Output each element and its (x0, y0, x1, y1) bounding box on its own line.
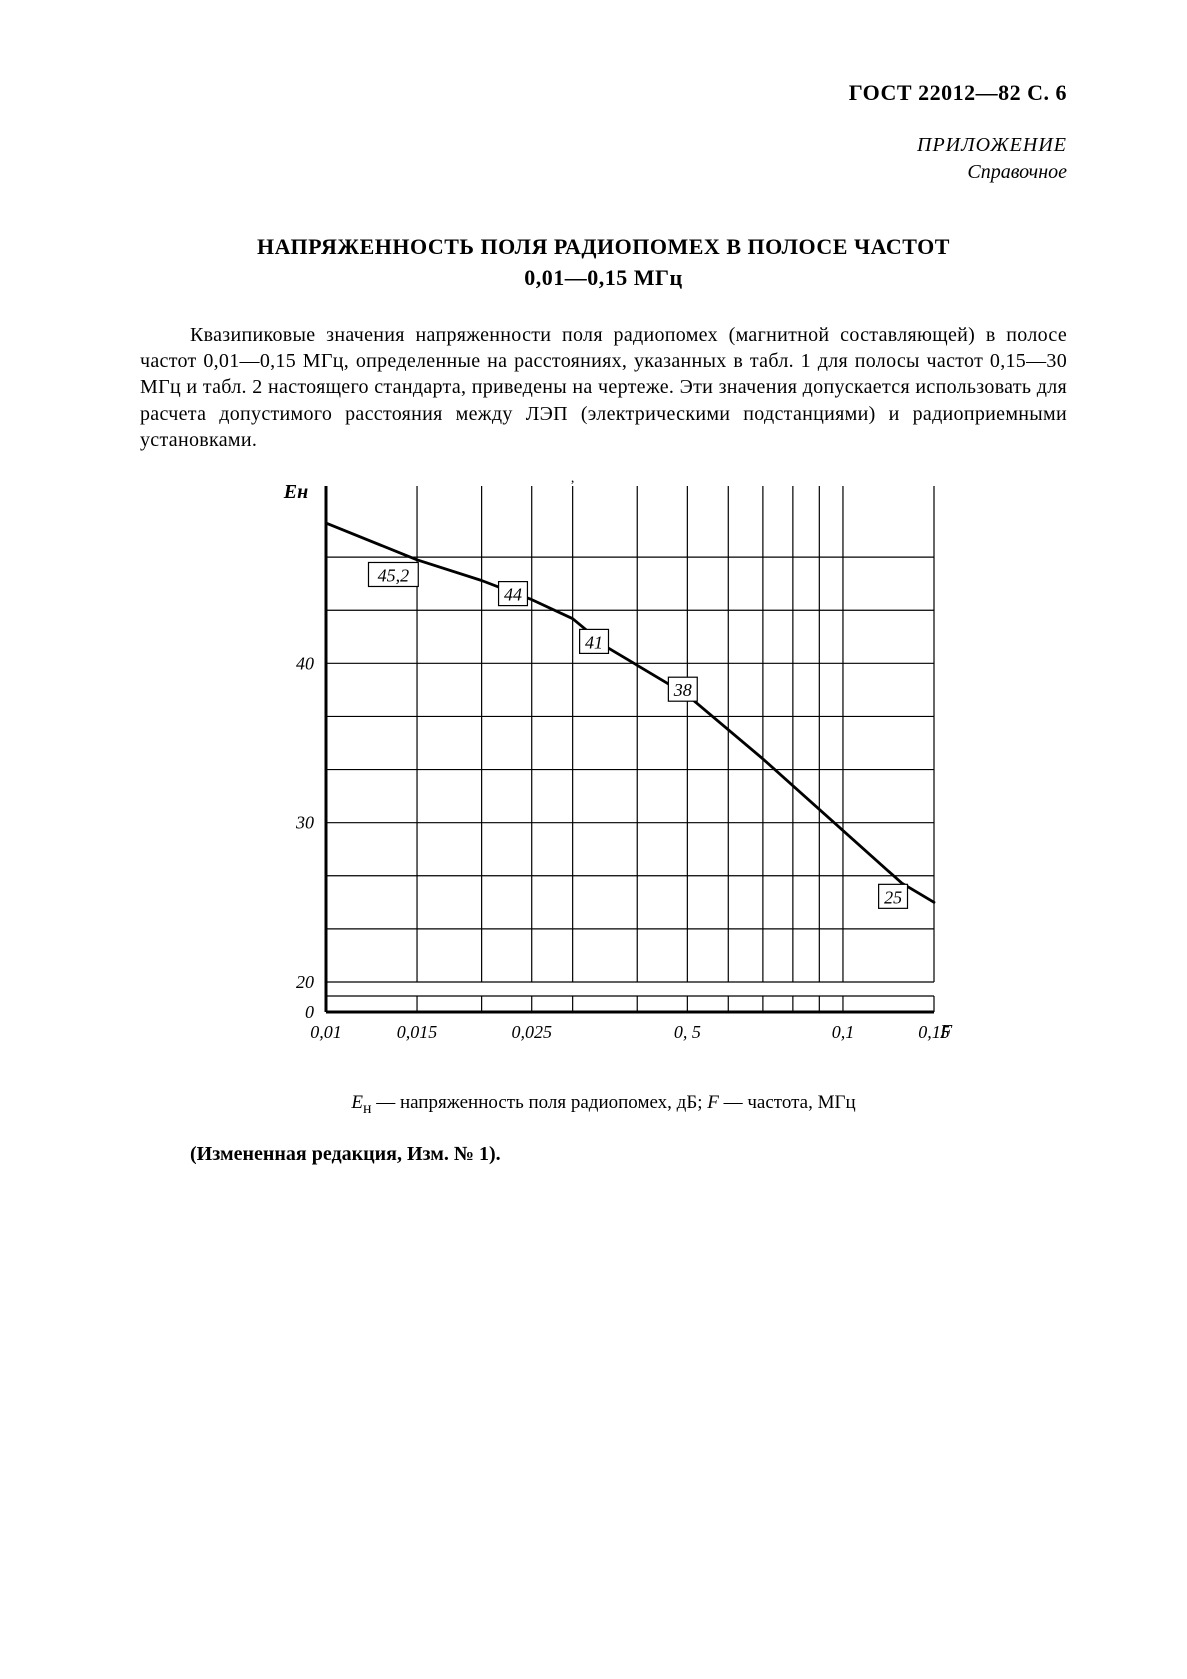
svg-text:20: 20 (296, 972, 314, 992)
caption-tail: — частота, МГц (719, 1092, 856, 1113)
chart-caption: Eн — напряженность поля радиопомех, дБ; … (284, 1090, 924, 1119)
caption-f-symbol: F (707, 1092, 719, 1113)
svg-text:0, 5: 0, 5 (673, 1022, 700, 1042)
svg-text:0,015: 0,015 (396, 1022, 437, 1042)
revision-note: (Измененная редакция, Изм. № 1). (140, 1143, 1067, 1166)
document-title: НАПРЯЖЕННОСТЬ ПОЛЯ РАДИОПОМЕХ В ПОЛОСЕ Ч… (140, 232, 1067, 294)
svg-text:45,2: 45,2 (377, 565, 409, 585)
svg-text:38: 38 (672, 680, 691, 700)
title-line2: 0,01—0,15 МГц (524, 265, 682, 290)
svg-text:0,01: 0,01 (310, 1022, 342, 1042)
body-paragraph: Квазипиковые значения напряженности поля… (140, 322, 1067, 454)
title-line1: НАПРЯЖЕННОСТЬ ПОЛЯ РАДИОПОМЕХ В ПОЛОСЕ Ч… (257, 234, 950, 259)
chart-svg: 02030400,010,0150,0250, 50,10,15EнF45,24… (244, 472, 964, 1072)
caption-mid: — напряженность поля радиопомех, дБ; (371, 1092, 707, 1113)
svg-text:25: 25 (884, 887, 902, 907)
svg-text:44: 44 (504, 584, 522, 604)
svg-text:F: F (939, 1021, 953, 1043)
chart-container: 02030400,010,0150,0250, 50,10,15EнF45,24… (244, 472, 964, 1072)
svg-text:30: 30 (295, 812, 314, 832)
svg-text:41: 41 (585, 632, 603, 652)
page-header: ГОСТ 22012—82 С. 6 (140, 80, 1067, 106)
caption-e-symbol: E (351, 1092, 363, 1113)
reference-label: Справочное (140, 161, 1067, 184)
svg-text:40: 40 (296, 653, 314, 673)
svg-text:0,025: 0,025 (511, 1022, 552, 1042)
svg-text:,: , (570, 472, 574, 486)
appendix-label: ПРИЛОЖЕНИЕ (140, 134, 1067, 157)
svg-text:0,1: 0,1 (831, 1022, 854, 1042)
svg-text:Eн: Eн (282, 481, 307, 503)
svg-text:0: 0 (305, 1002, 314, 1022)
